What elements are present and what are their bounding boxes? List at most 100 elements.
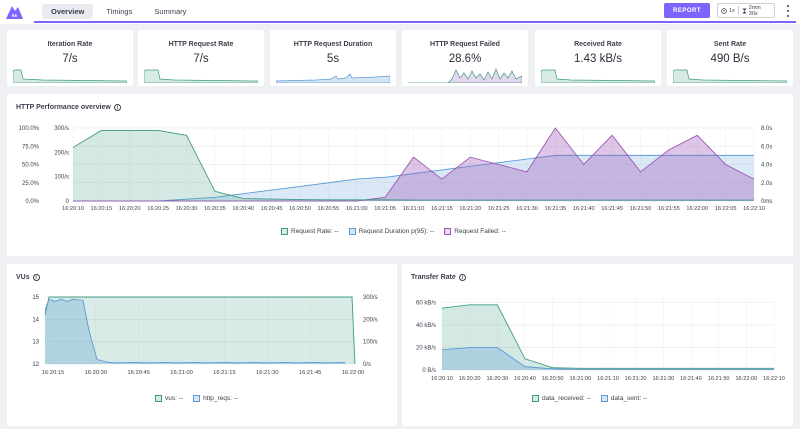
more-menu-icon[interactable] (786, 5, 790, 17)
x-tick-label: 16:21:10 (403, 206, 425, 212)
panel-title: Transfer Rate i (411, 274, 466, 281)
panel-title-text: Transfer Rate (411, 274, 456, 281)
series-http-reqs-line (44, 298, 346, 364)
tab-summary[interactable]: Summary (154, 7, 187, 16)
x-tick-label: 16:21:55 (658, 206, 680, 212)
info-icon[interactable]: i (458, 274, 466, 281)
http-performance-chart[interactable]: 0.0% 0ms 25.0% 2.0s 50.0% 4.0s 75.0% 6.0s 100.0%… (7, 116, 793, 244)
x-tick-label: 16:22:00 (735, 376, 757, 382)
sparkline (276, 73, 390, 83)
card-value: 7/s (193, 53, 209, 65)
tab-overview[interactable]: Overview (42, 4, 94, 19)
series-http-reqs-area (45, 299, 345, 364)
series-request-rate-area (73, 130, 754, 201)
vus-legend: vus: -- http_reqs: -- (155, 395, 238, 402)
svg-text:k6: k6 (12, 13, 18, 18)
vus-panel: VUs i 12 0/s 13 100/s 14 200/s 15 300/s 16:20:15… (7, 264, 397, 426)
x-tick-label: 16:21:00 (569, 376, 591, 382)
legend-item-request-duration[interactable]: Request Duration p(95): -- (348, 228, 434, 235)
duration-control[interactable]: 2min 30s (739, 5, 774, 17)
http-performance-panel: HTTP Performance overview i 0.0% 0ms 25.0%… (7, 94, 793, 256)
y-tick-label: 50.0% (22, 163, 40, 169)
transfer-rate-panel: Transfer Rate i 0 B/s 20 kB/s 40 kB/s 60 kB… (402, 264, 793, 426)
card-value: 490 B/s (710, 53, 750, 65)
legend-item-data-sent[interactable]: data_sent: -- (600, 395, 647, 402)
card-value: 7/s (62, 53, 78, 65)
x-tick-label: 16:21:10 (597, 376, 619, 382)
header-underline (34, 21, 796, 23)
card-value: 1.43 kB/s (574, 53, 622, 65)
sparkline (144, 69, 258, 83)
x-tick-label: 16:21:45 (601, 206, 623, 212)
card-value: 28.6% (448, 53, 482, 65)
y-tick-label: 20 kB/s (416, 346, 436, 352)
x-tick-label: 16:21:50 (630, 206, 652, 212)
y-tick-label: 13 (32, 340, 39, 346)
x-tick-label: 16:21:50 (708, 376, 730, 382)
x-tick-label: 16:20:30 (85, 370, 108, 376)
y-tick-label: 60 kB/s (416, 301, 436, 307)
y-tick-label: 40 kB/s (416, 323, 436, 329)
y2-tick-label: 100/s (363, 340, 378, 346)
speed-control[interactable]: 1x (718, 8, 738, 14)
x-tick-label: 16:20:35 (204, 206, 226, 212)
sparkline (408, 68, 522, 83)
speed-value: 1x (729, 7, 735, 14)
y-tick-label: 0.0% (25, 199, 39, 205)
info-icon[interactable]: i (113, 104, 121, 111)
y-tick-label: 0 B/s (422, 368, 436, 374)
transfer-rate-chart[interactable]: 0 B/s 20 kB/s 40 kB/s 60 kB/s 16:20:10 16:20:… (402, 288, 793, 388)
card-http-request-failed: HTTP Request Failed 28.6% (402, 30, 528, 86)
info-icon[interactable]: i (32, 274, 40, 281)
top-bar: k6 Overview Timings Summary REPORT 1x 2m… (0, 0, 800, 24)
series-data-received-line (441, 304, 774, 369)
x-tick-label: 16:22:05 (715, 206, 737, 212)
sparkline (13, 69, 127, 83)
y-tick-label: 15 (32, 295, 39, 301)
x-tick-label: 16:20:15 (90, 206, 112, 212)
vus-chart[interactable]: 12 0/s 13 100/s 14 200/s 15 300/s 16:20:15 16:20:… (7, 288, 397, 388)
x-tick-label: 16:21:35 (544, 206, 566, 212)
y2-tick-label: 2.0s (761, 181, 772, 187)
time-settings[interactable]: 1x 2min 30s (717, 3, 775, 18)
series-data-sent-line (441, 347, 774, 370)
series-request-rate-line (72, 129, 754, 201)
x-tick-label: 16:20:30 (176, 206, 198, 212)
report-button[interactable]: REPORT (664, 3, 710, 18)
series-vus-area (45, 297, 355, 364)
x-tick-label: 16:20:45 (261, 206, 283, 212)
legend-item-data-received[interactable]: data_received: -- (532, 395, 591, 402)
y-rate-tick-label: 300/s (54, 126, 69, 132)
card-http-request-duration: HTTP Request Duration 5s (270, 30, 396, 86)
y2-tick-label: 0/s (363, 362, 371, 368)
x-tick-label: 16:20:10 (62, 206, 84, 212)
legend-item-http-reqs[interactable]: http_reqs: -- (193, 395, 238, 402)
x-tick-label: 16:22:00 (342, 370, 365, 376)
performance-legend: Request Rate: -- Request Duration p(95):… (281, 228, 506, 235)
legend-item-vus[interactable]: vus: -- (155, 395, 183, 402)
card-label: Sent Rate (713, 41, 747, 48)
x-tick-label: 16:21:00 (346, 206, 368, 212)
y-rate-tick-label: 100/s (54, 175, 69, 181)
x-tick-label: 16:21:30 (516, 206, 538, 212)
hourglass-icon (742, 8, 747, 13)
panel-title: VUs i (16, 274, 40, 281)
panel-title-text: HTTP Performance overview (16, 104, 111, 111)
k6-logo-icon[interactable]: k6 (6, 4, 23, 19)
y2-tick-label: 8.0s (761, 126, 772, 132)
x-tick-label: 16:21:30 (256, 370, 279, 376)
y-rate-tick-label: 200/s (54, 150, 69, 156)
card-label: HTTP Request Failed (430, 41, 500, 48)
card-label: Received Rate (574, 41, 622, 48)
legend-item-request-rate[interactable]: Request Rate: -- (281, 228, 339, 235)
y-rate-tick-label: 0 (66, 199, 70, 205)
x-tick-label: 16:21:40 (573, 206, 595, 212)
x-tick-label: 16:20:10 (431, 376, 453, 382)
card-value: 5s (326, 53, 340, 65)
tab-timings[interactable]: Timings (106, 7, 133, 16)
x-tick-label: 16:20:50 (542, 376, 564, 382)
x-tick-label: 16:20:30 (486, 376, 508, 382)
legend-item-request-failed[interactable]: Request Failed: -- (444, 228, 506, 235)
series-request-failed-area (73, 128, 754, 201)
card-received-rate: Received Rate 1.43 kB/s (535, 30, 661, 86)
